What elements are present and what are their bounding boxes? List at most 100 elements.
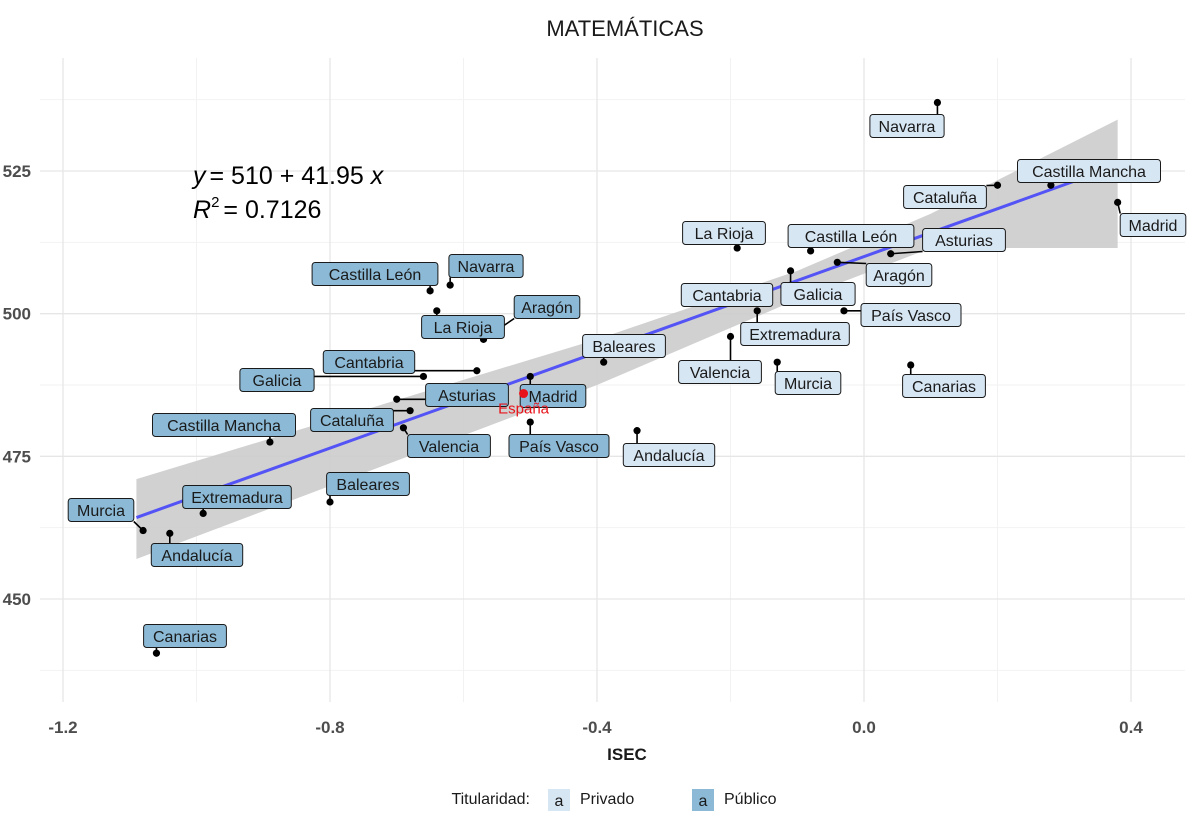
point-label: Asturias (438, 388, 496, 405)
data-point (933, 98, 942, 107)
point-label: Valencia (690, 365, 750, 382)
y-tick-label: 450 (3, 590, 31, 609)
data-point (473, 367, 481, 375)
point-label-box (407, 434, 491, 458)
data-point (426, 287, 434, 295)
point-label-box (239, 368, 315, 392)
point-label: Cantabria (692, 288, 761, 305)
legend-label-privado: Privado (580, 791, 634, 808)
point-label-box (622, 443, 716, 467)
point-label-box (152, 413, 296, 437)
data-point (993, 181, 1002, 189)
equation-rhs: = 510 + 41.95 (210, 162, 371, 190)
legend-key-publico (692, 789, 714, 811)
data-point (887, 250, 895, 258)
point-label-box (508, 434, 610, 458)
equation-var: x (370, 162, 385, 190)
x-axis-ticks: -1.2 -0.8 -0.4 0.0 0.4 (48, 718, 1143, 737)
data-point (406, 407, 414, 415)
point-label: Canarias (912, 379, 976, 396)
point-label-box (780, 282, 856, 306)
x-tick-label: -0.4 (582, 718, 612, 737)
reference-point-group: España (498, 389, 550, 418)
point-label-box (740, 322, 850, 346)
point-label: Navarra (458, 259, 515, 276)
point-label: Aragón (873, 268, 925, 285)
data-point (199, 509, 207, 517)
data-point (266, 438, 274, 446)
data-point (526, 418, 534, 426)
point-label: Madrid (529, 389, 578, 406)
data-point (393, 395, 401, 403)
point-label-box (787, 224, 915, 248)
point-label-box (513, 295, 581, 319)
data-point (733, 244, 741, 252)
reference-point (519, 389, 529, 399)
data-point (1114, 198, 1122, 206)
point-label-box (774, 371, 842, 395)
point-label-box (425, 383, 509, 407)
data-point (139, 526, 147, 535)
data-point (726, 332, 735, 341)
point-label: Extremadura (191, 490, 283, 507)
point-label: Andalucía (161, 548, 232, 565)
point-label-box (682, 221, 766, 245)
point-label-box (865, 263, 933, 287)
data-point (152, 649, 161, 657)
r-squared-symbol: R (193, 196, 211, 224)
point-label: Canarias (153, 629, 217, 646)
y-tick-label: 525 (3, 162, 31, 181)
svg-text:y= 510 + 41.95 x: y = 510 + 41.95 x (191, 162, 385, 190)
point-label-box (67, 498, 135, 522)
chart-title: MATEMÁTICAS (546, 16, 703, 41)
data-point (166, 529, 174, 537)
legend-title: Titularidad: (451, 791, 530, 808)
point-label: Murcia (784, 376, 832, 393)
point-label: Castilla León (805, 229, 898, 246)
point-label: Navarra (879, 119, 936, 136)
point-label: Baleares (336, 477, 399, 494)
data-point (433, 307, 441, 315)
point-label: Castilla León (329, 267, 422, 284)
y-tick-label: 475 (3, 447, 31, 466)
point-label: Galicia (253, 373, 302, 390)
point-label-box (421, 315, 505, 339)
legend-key-privado (548, 789, 570, 811)
svg-text:R2= 0.7126: R2 = 0.7126 (193, 194, 321, 224)
x-tick-label: 0.4 (1119, 718, 1143, 737)
point-label-box (1017, 159, 1161, 183)
data-point (526, 372, 534, 381)
data-point (807, 247, 815, 255)
grid (40, 58, 1185, 702)
y-tick-label: 500 (3, 305, 31, 324)
data-point (753, 307, 761, 315)
x-tick-label: -0.8 (315, 718, 344, 737)
legend-label-publico: Público (724, 791, 777, 808)
point-label-box (150, 543, 244, 567)
point-label: Cataluña (320, 413, 384, 430)
point-label-box (922, 228, 1006, 252)
point-label: Baleares (592, 339, 655, 356)
point-label: País Vasco (519, 439, 599, 456)
legend-key-glyph-privado: a (555, 793, 564, 810)
point-label: Castilla Mancha (1032, 164, 1146, 181)
point-label-box (310, 408, 394, 432)
x-axis-title: ISEC (607, 745, 647, 764)
data-point (446, 281, 454, 289)
point-label: Extremadura (749, 327, 841, 344)
data-point (773, 358, 781, 366)
point-label: Asturias (935, 233, 993, 250)
r-squared-value: = 0.7126 (223, 196, 321, 224)
point-label-box (680, 283, 774, 307)
legend: Titularidad: a Privado a Público (451, 789, 777, 811)
point-label-box (582, 334, 666, 358)
point-label: Castilla Mancha (167, 418, 281, 435)
point-label-box (143, 624, 227, 648)
point-label-box (311, 262, 439, 286)
point-labels: Navarra Castilla Mancha Cataluña Madrid La R… (67, 114, 1187, 648)
point-label-box (1119, 213, 1187, 237)
data-point (633, 427, 641, 435)
reference-point-label: España (498, 401, 550, 418)
leader-line (890, 250, 923, 255)
